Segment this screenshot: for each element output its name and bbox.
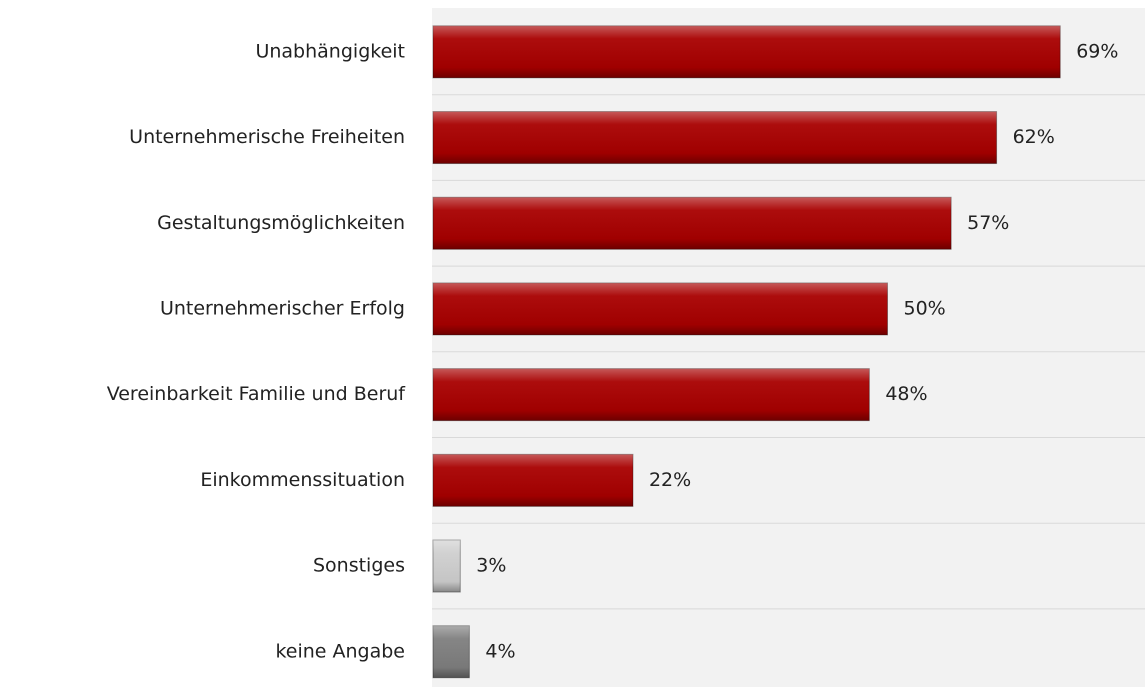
value-label: 22% [649, 469, 691, 491]
category-label: Unabhängigkeit [255, 40, 405, 62]
bar-shine [433, 540, 461, 593]
category-label: Gestaltungsmöglichkeiten [157, 212, 405, 234]
category-label: Einkommenssituation [200, 469, 405, 491]
bar-shine [433, 25, 1061, 78]
category-label: Unternehmerischer Erfolg [160, 297, 405, 319]
bar-shine [433, 282, 888, 335]
value-label: 48% [885, 383, 927, 405]
value-label: 57% [967, 212, 1009, 234]
value-label: 69% [1076, 40, 1118, 62]
value-label: 62% [1013, 126, 1055, 148]
category-label: keine Angabe [275, 640, 405, 662]
bar-shine [433, 111, 997, 164]
category-label: Vereinbarkeit Familie und Beruf [107, 383, 407, 405]
category-label: Sonstiges [313, 555, 405, 577]
bar-shine [433, 625, 470, 678]
plot-background [432, 8, 1145, 687]
category-label: Unternehmerische Freiheiten [129, 126, 405, 148]
bar-shine [433, 197, 952, 250]
value-label: 3% [476, 555, 506, 577]
value-label: 50% [904, 297, 946, 319]
bar-shine [433, 454, 633, 507]
value-label: 4% [485, 640, 515, 662]
bar-shine [433, 368, 870, 421]
